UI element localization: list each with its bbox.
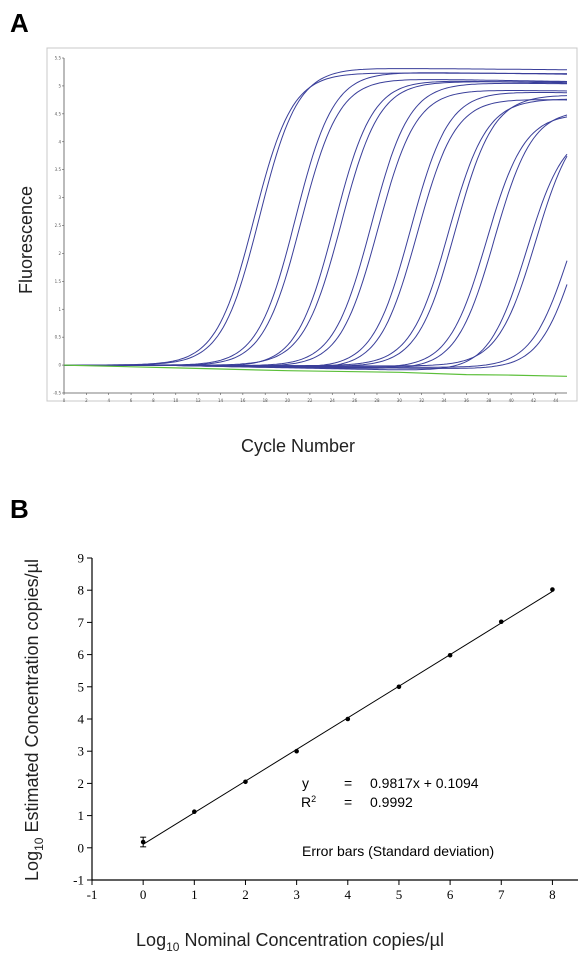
negative-control-curve [63,364,568,377]
x-tick-label-a: 4 [107,398,110,403]
x-tick-label-a: 6 [130,398,133,403]
data-point [498,619,504,625]
y-tick-label-a: -0.5 [53,391,61,396]
y-tick-label-b: 0 [78,840,85,855]
x-tick-label-a: 16 [240,398,246,403]
y-title-rest: Estimated Concentration copies/µl [22,559,42,838]
y-tick-label-a: 1.5 [55,279,62,284]
x-tick-label-b: -1 [87,887,98,902]
y-title-sub: 10 [32,837,46,851]
y-tick-label-b: 3 [78,744,85,759]
r2-value: 0.9992 [370,794,413,810]
x-tick-label-a: 30 [397,398,403,403]
x-tick-label-a: 34 [441,398,447,403]
r2-superscript: 2 [311,794,316,804]
amplification-chart: -0.500.511.522.533.544.555.50 2 4 6 8 10 12 14 1… [16,47,578,456]
x-tick-label-a: 12 [196,398,202,403]
x-tick-label-b: 8 [549,887,556,902]
x-tick-label-a: 8 [152,398,155,403]
amplification-curve [64,68,567,366]
x-tick-label-b: 1 [191,887,198,902]
data-point [396,684,402,690]
x-tick-label-a: 32 [419,398,425,403]
y-tick-label-a: 0 [58,363,61,368]
data-point [447,652,453,658]
y-axis-title-a: Fluorescence [16,186,36,294]
data-point [243,779,248,785]
y-tick-label-a: 4.5 [55,111,62,116]
y-tick-label-b: 6 [78,647,85,662]
x-tick-label-b: 7 [498,887,505,902]
error-bars-note: Error bars (Standard deviation) [302,843,494,859]
y-tick-label-a: 2 [58,251,61,256]
x-tick-label-a: 26 [352,398,358,403]
x-title-log: Log [136,930,166,950]
y-tick-label-a: 2.5 [55,223,62,228]
y-axis-title-b: Log10 Estimated Concentration copies/µl [22,559,46,881]
y-tick-label-b: 5 [78,679,85,694]
y-tick-label-a: 1 [58,307,61,312]
x-tick-label-a: 0 [63,398,66,403]
x-tick-label-a: 24 [330,398,336,403]
x-title-sub: 10 [166,940,180,954]
x-tick-label-a: 18 [263,398,269,403]
y-tick-label-b: 1 [78,808,85,823]
x-tick-label-a: 10 [173,398,179,403]
r2-letter: R [301,794,311,810]
y-tick-label-b: 4 [78,712,85,727]
data-point [140,839,146,845]
amplification-curve [64,284,568,369]
x-tick-label-b: 5 [396,887,403,902]
x-tick-label-a: 14 [218,398,224,403]
r2-symbol: R2 [301,794,316,810]
data-point [550,587,555,592]
x-axis-title-a: Cycle Number [241,436,355,456]
x-tick-label-a: 38 [486,398,492,403]
y-tick-label-a: 5 [58,83,61,88]
panel-a-label: A [10,8,29,38]
y-tick-label-b: -1 [73,873,84,888]
panel-b-label: B [10,494,29,524]
x-tick-label-b: 4 [345,887,352,902]
x-tick-label-a: 28 [374,398,380,403]
y-tick-label-b: 7 [78,615,85,630]
y-tick-label-b: 9 [78,551,85,566]
x-axis-title-b: Log10 Nominal Concentration copies/µl [136,930,444,954]
x-title-rest: Nominal Concentration copies/µl [179,930,444,950]
x-tick-label-b: 2 [242,887,249,902]
y-tick-label-a: 3 [58,195,61,200]
y-tick-label-a: 5.5 [55,56,62,61]
x-tick-label-a: 36 [464,398,470,403]
x-tick-label-a: 22 [307,398,313,403]
equation-y-symbol: y [302,775,309,791]
x-tick-label-b: 0 [140,887,147,902]
data-point [192,809,197,815]
r2-equals: = [344,794,352,810]
x-tick-label-b: 3 [293,887,300,902]
y-tick-label-b: 8 [78,583,85,598]
y-title-log: Log [22,851,42,881]
data-point [345,716,351,722]
x-tick-label-a: 2 [85,398,88,403]
data-point [294,748,299,754]
x-tick-label-b: 6 [447,887,454,902]
equation-value: 0.9817x + 0.1094 [370,775,479,791]
y-tick-label-a: 3.5 [55,167,62,172]
x-tick-label-a: 42 [531,398,537,403]
y-tick-label-b: 2 [78,776,85,791]
equation-equals: = [344,775,352,791]
x-tick-label-a: 40 [509,398,515,403]
x-tick-label-a: 44 [553,398,559,403]
y-tick-label-a: 0.5 [55,335,62,340]
x-tick-label-a: 20 [285,398,291,403]
y-tick-label-a: 4 [58,139,61,144]
